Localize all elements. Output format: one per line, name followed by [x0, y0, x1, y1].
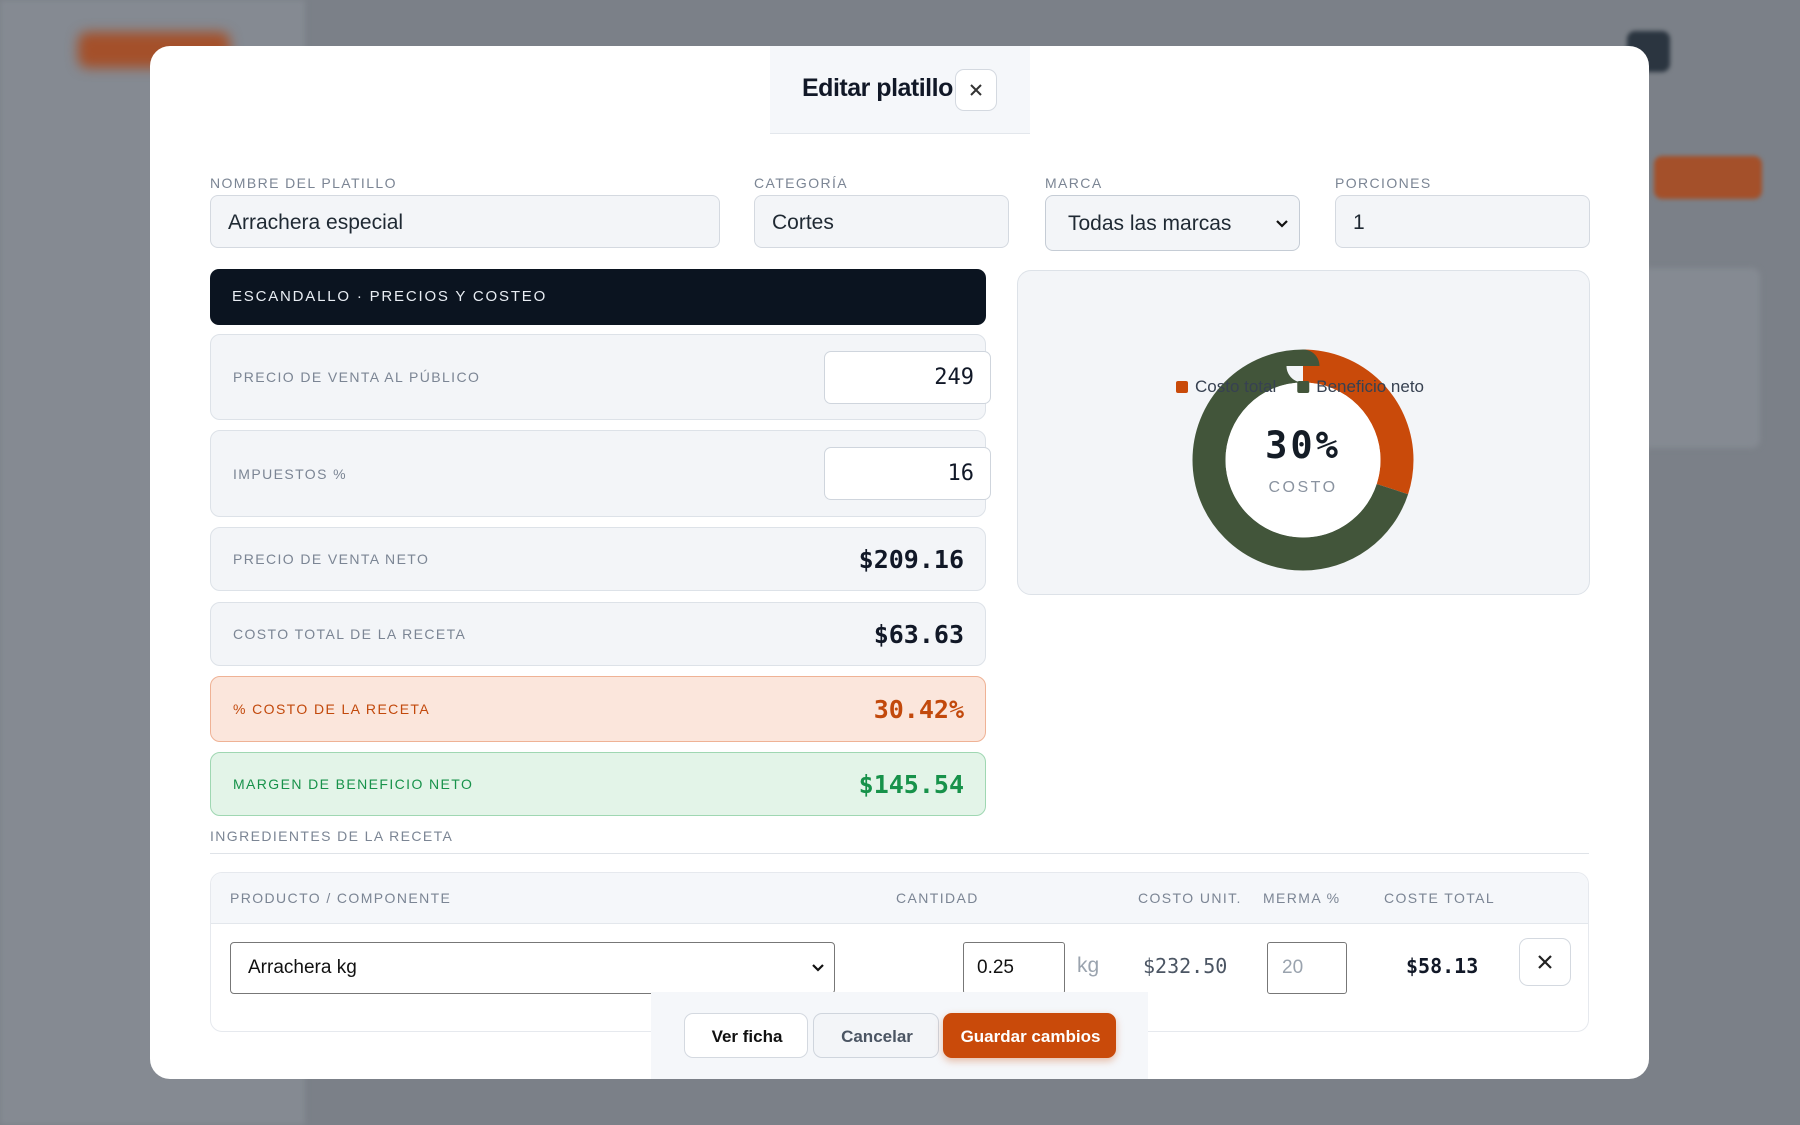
- legend-label: Beneficio neto: [1316, 377, 1424, 396]
- donut-segment: [1192, 349, 1414, 571]
- cost-row: COSTO TOTAL DE LA RECETA $63.63: [210, 602, 986, 666]
- button-label: Cancelar: [841, 1027, 913, 1046]
- waste-input[interactable]: 20: [1267, 942, 1347, 994]
- button[interactable]: Guardar cambios: [943, 1013, 1116, 1058]
- input-value: 249: [934, 365, 974, 390]
- number-input[interactable]: 249: [824, 351, 991, 404]
- row-value: $63.63: [873, 620, 964, 649]
- select-arrow: [1276, 220, 1288, 228]
- table-header: [211, 873, 1588, 924]
- column-header: MERMA %: [1263, 890, 1341, 906]
- delete-button[interactable]: [1519, 938, 1571, 986]
- row-label: IMPUESTOS %: [233, 465, 347, 482]
- button[interactable]: Ver ficha: [684, 1013, 808, 1058]
- button-label: Guardar cambios: [960, 1027, 1101, 1046]
- button-backdrop: [1654, 156, 1762, 199]
- donut-center-label: 30%: [1265, 424, 1341, 467]
- legend-swatch: [1297, 381, 1310, 393]
- cost-row: MARGEN DE BENEFICIO NETO $145.54: [210, 752, 986, 816]
- field-label: CATEGORÍA: [754, 175, 849, 191]
- legend-label: Costo total: [1195, 377, 1276, 396]
- donut-subtitle: COSTO: [1268, 479, 1337, 496]
- number-input[interactable]: 16: [824, 447, 991, 500]
- field-label: NOMBRE DEL PLATILLO: [210, 175, 397, 191]
- field-value: Todas las marcas: [1068, 212, 1232, 235]
- close-button[interactable]: [955, 69, 997, 111]
- select[interactable]: Todas las marcas: [1045, 195, 1300, 251]
- field-value: Cortes: [772, 211, 834, 234]
- text-input[interactable]: 1: [1335, 195, 1590, 248]
- product-name: Arrachera kg: [248, 957, 357, 978]
- unit-cost: $232.50: [1143, 954, 1228, 978]
- quantity-input[interactable]: 0.25: [963, 942, 1065, 994]
- column-header: COSTE TOTAL: [1384, 890, 1496, 906]
- text-input[interactable]: Arrachera especial: [210, 195, 720, 248]
- row-label: PRECIO DE VENTA AL PÚBLICO: [233, 369, 481, 385]
- section-header: ESCANDALLO · PRECIOS Y COSTEO: [210, 269, 986, 325]
- waste-value: 20: [1282, 957, 1304, 978]
- unit: kg: [1077, 954, 1100, 977]
- button-label: Ver ficha: [711, 1027, 783, 1046]
- text-input[interactable]: Cortes: [754, 195, 1009, 248]
- donut-hole: [1225, 382, 1381, 538]
- footer: Ver ficha Cancelar Guardar cambios: [651, 992, 1148, 1079]
- product-select[interactable]: Arrachera kg: [230, 942, 835, 994]
- field-label: PORCIONES: [1335, 175, 1432, 191]
- row-label: PRECIO DE VENTA NETO: [233, 551, 430, 567]
- quantity-value: 0.25: [977, 957, 1014, 978]
- cost-row: IMPUESTOS % 16: [210, 430, 991, 517]
- cost-row: PRECIO DE VENTA AL PÚBLICO 249: [210, 334, 991, 420]
- column-header: CANTIDAD: [896, 890, 979, 906]
- legend-swatch: [1176, 381, 1188, 393]
- button[interactable]: Cancelar: [813, 1013, 939, 1058]
- row-label: % COSTO DE LA RECETA: [233, 701, 431, 717]
- section-title: ESCANDALLO · PRECIOS Y COSTEO: [232, 288, 548, 305]
- field-label: MARCA: [1045, 175, 1103, 191]
- cost-row: % COSTO DE LA RECETA 30.42%: [210, 676, 986, 742]
- row-value: $145.54: [858, 770, 964, 799]
- divider: [210, 853, 1589, 854]
- cost-row: PRECIO DE VENTA NETO $209.16: [210, 527, 986, 591]
- row-label: COSTO TOTAL DE LA RECETA: [233, 626, 467, 642]
- row-value: 30.42%: [873, 695, 964, 724]
- input-value: 16: [947, 461, 975, 486]
- column-header: COSTO UNIT.: [1138, 890, 1242, 906]
- row-value: $209.16: [858, 545, 964, 574]
- line-total: $58.13: [1406, 954, 1479, 978]
- ingredients-title: INGREDIENTES DE LA RECETA: [210, 828, 454, 844]
- row-label: MARGEN DE BENEFICIO NETO: [233, 776, 474, 792]
- field-value: 1: [1353, 211, 1365, 234]
- select-arrow: [812, 964, 824, 972]
- donut-chart: 30% COSTO Costo total Beneficio neto: [1176, 349, 1424, 571]
- modal: Editar platillo NOMBRE DEL PLATILLO Arrac…: [150, 46, 1649, 1079]
- close-icon: [970, 84, 982, 96]
- card-backdrop: [1640, 268, 1760, 448]
- modal-title: Editar platillo: [802, 74, 953, 102]
- column-header: PRODUCTO / COMPONENTE: [230, 890, 452, 906]
- delete-icon: [1538, 955, 1552, 969]
- field-value: Arrachera especial: [228, 211, 404, 234]
